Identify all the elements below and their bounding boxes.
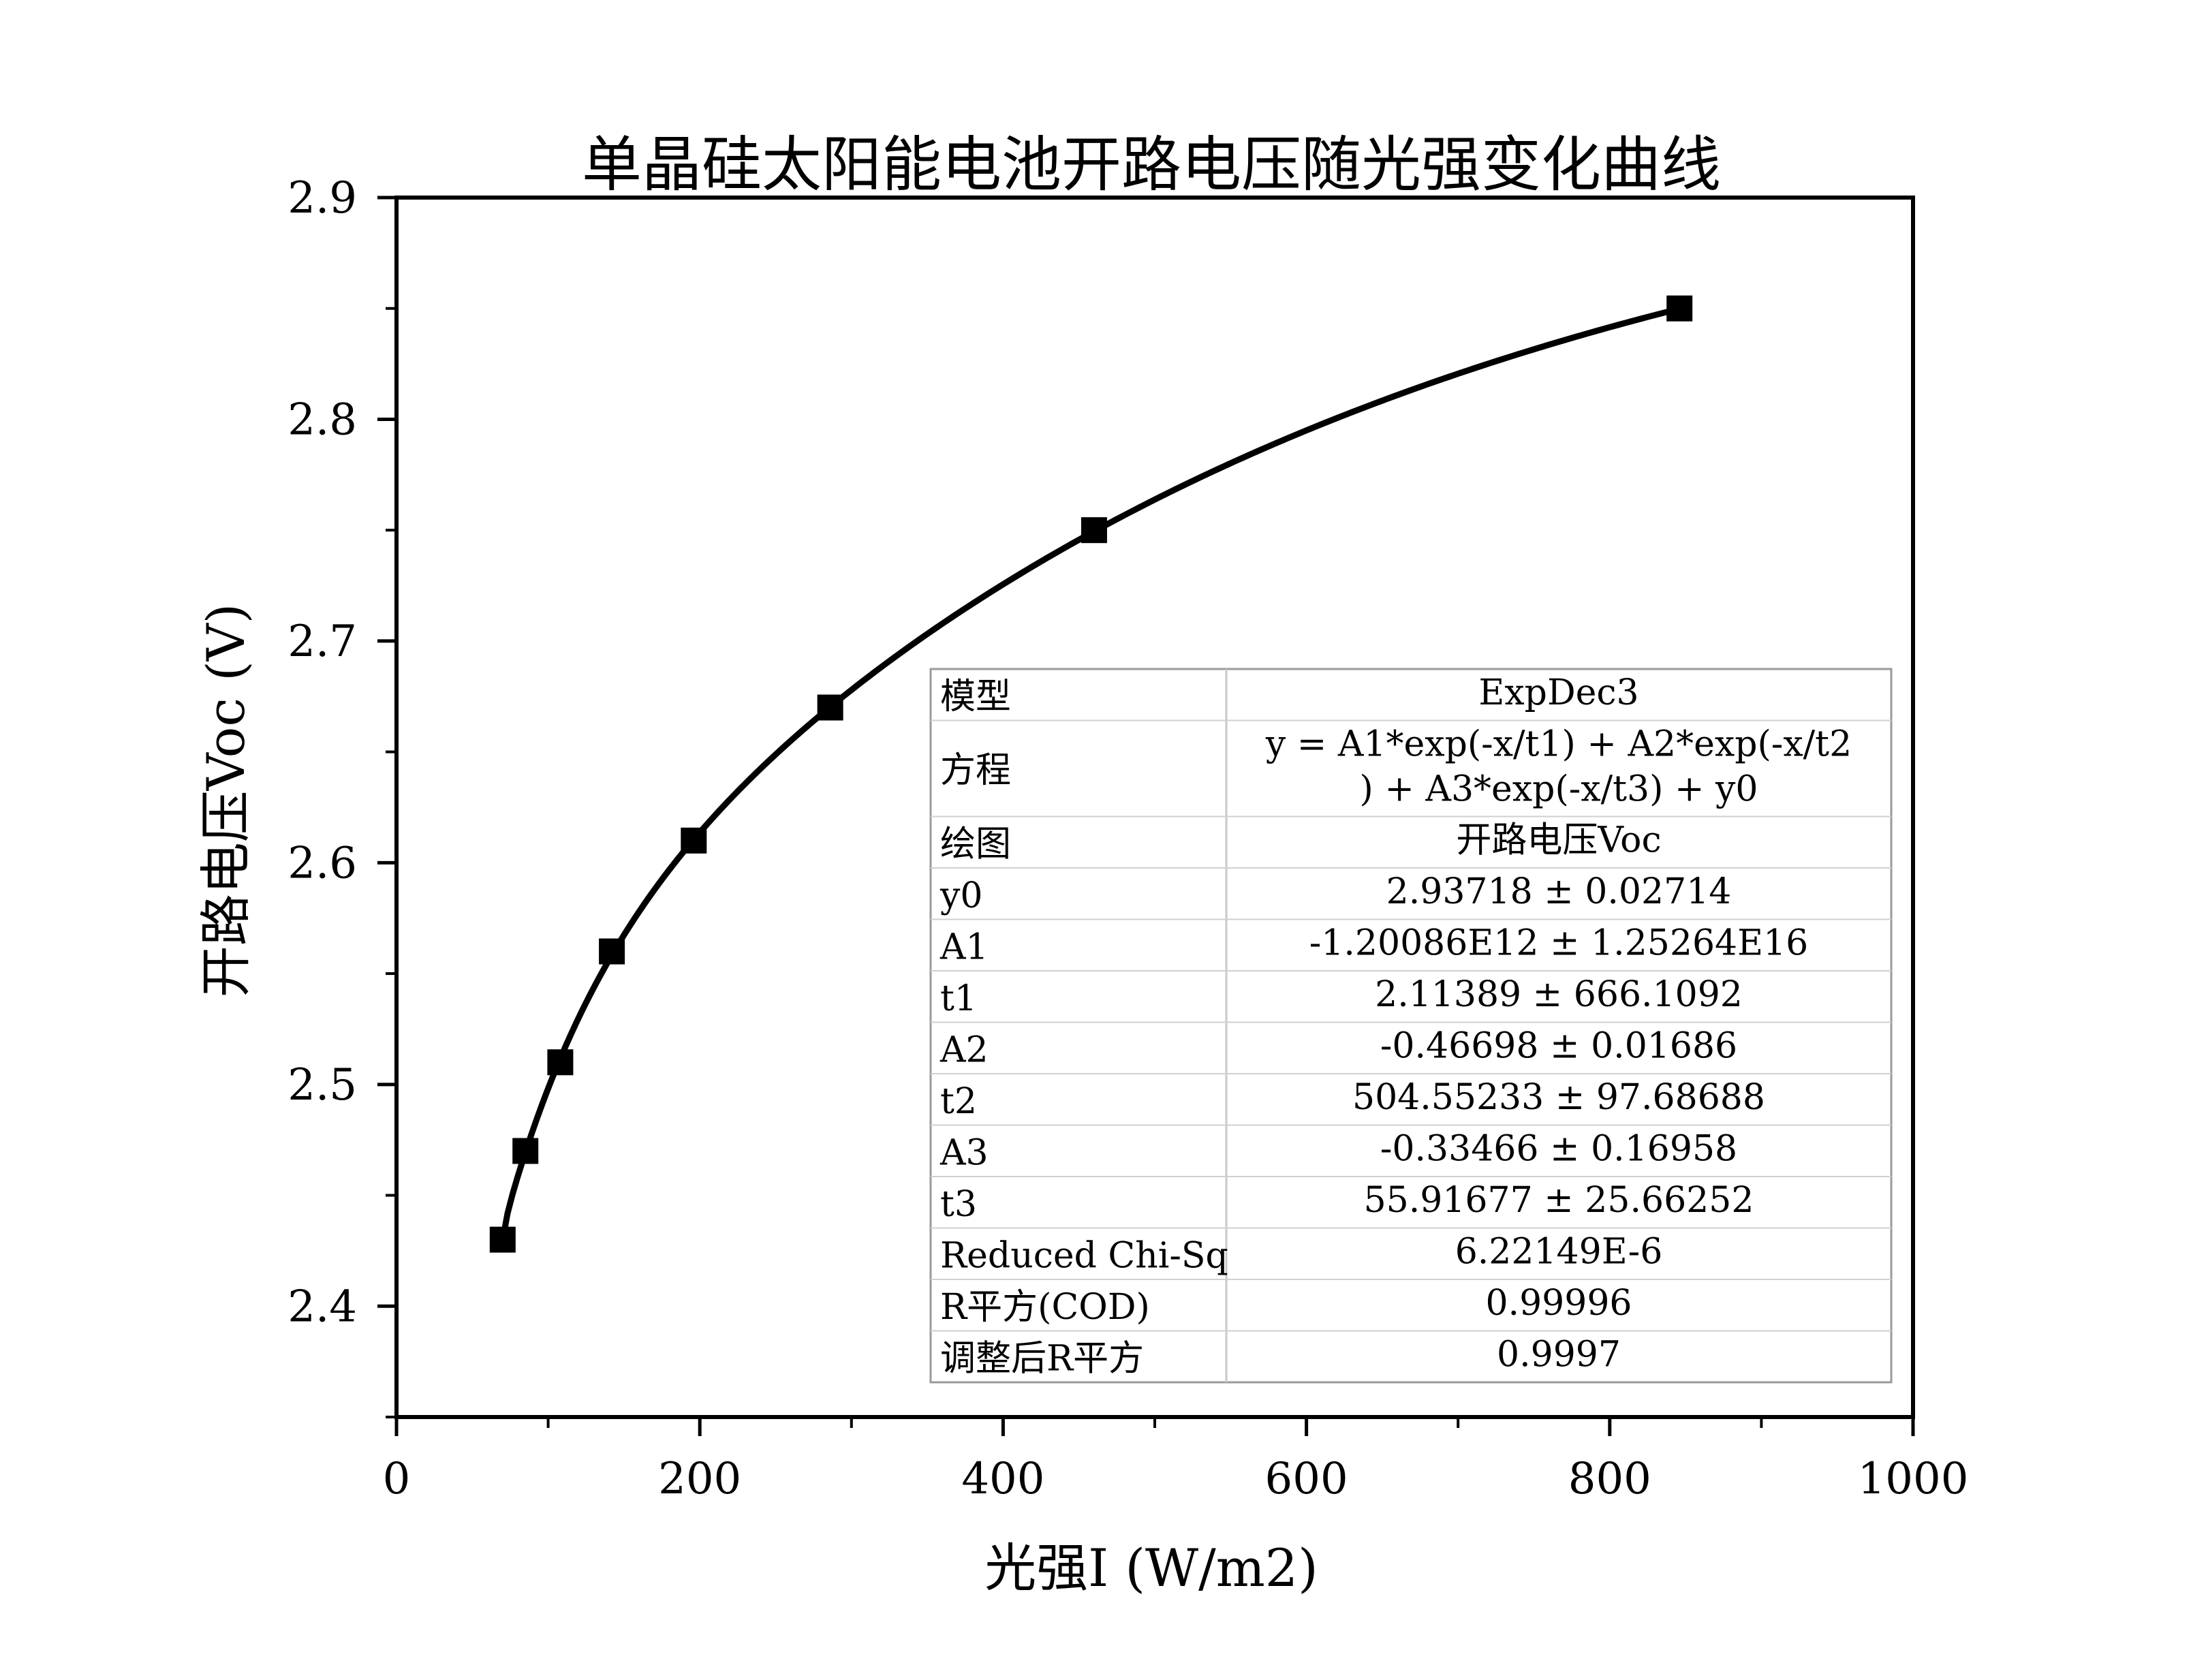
- fit-results-table: 模型 ExpDec3 方程 y = A1*exp(-x/t1) + A2*exp(-x…: [929, 668, 1893, 1384]
- data-point: [1666, 295, 1693, 322]
- chart-title: 单晶硅太阳能电池开路电压随光强变化曲线: [582, 129, 1721, 200]
- table-param-label: A1: [939, 927, 989, 967]
- data-point: [599, 938, 625, 965]
- data-point: [681, 827, 707, 854]
- x-tick-label: 1000: [1858, 1454, 1969, 1504]
- table-param-label: 绘图: [940, 824, 1011, 865]
- data-point: [489, 1226, 516, 1253]
- table-param-label: Reduced Chi-Sq: [940, 1235, 1228, 1276]
- x-tick-label: 800: [1568, 1454, 1651, 1504]
- table-param-value: 0.9997: [1497, 1334, 1621, 1375]
- plot-layer: 0 200 400 600 800 1000 2.4 2.5 2.6 2.7 2.8 2.9: [288, 173, 1968, 1504]
- table-param-label: R平方(COD): [940, 1287, 1150, 1328]
- y-axis-label: 开路电压Voc (V): [196, 604, 256, 998]
- table-param-value: 504.55233 ± 97.68688: [1352, 1077, 1765, 1118]
- data-point: [547, 1049, 574, 1076]
- table-param-value: y = A1*exp(-x/t1) + A2*exp(-x/t2: [1265, 724, 1852, 765]
- table-param-label: t3: [940, 1184, 977, 1225]
- table-param-value: 0.99996: [1485, 1283, 1632, 1324]
- x-tick-label: 400: [961, 1454, 1044, 1504]
- table-param-value: 2.11389 ± 666.1092: [1375, 974, 1743, 1015]
- table-param-value: ExpDec3: [1478, 672, 1638, 713]
- data-point: [1081, 517, 1107, 544]
- table-param-value: -1.20086E12 ± 1.25264E16: [1309, 922, 1809, 963]
- x-tick-label: 600: [1265, 1454, 1348, 1504]
- table-param-value: 2.93718 ± 0.02714: [1386, 871, 1732, 912]
- y-tick-label: 2.7: [288, 617, 357, 667]
- y-tick-label: 2.8: [288, 394, 357, 445]
- table-param-value: -0.46698 ± 0.01686: [1380, 1025, 1737, 1066]
- table-param-value: ) + A3*exp(-x/t3) + y0: [1360, 769, 1758, 810]
- x-tick-label: 200: [658, 1454, 741, 1504]
- data-point: [817, 694, 843, 721]
- x-tick-label: 0: [383, 1454, 411, 1504]
- data-point: [512, 1138, 539, 1164]
- table-param-value: 6.22149E-6: [1455, 1231, 1663, 1272]
- x-axis-label: 光强I (W/m2): [984, 1538, 1318, 1598]
- y-tick-label: 2.9: [288, 173, 357, 223]
- table-param-label: y0: [939, 875, 982, 916]
- table-param-label: 方程: [940, 750, 1011, 791]
- y-tick-label: 2.6: [288, 838, 357, 888]
- table-param-label: t1: [940, 978, 977, 1019]
- table-param-label: A2: [939, 1029, 989, 1070]
- table-frame: [929, 668, 1893, 1384]
- table-param-value: 55.91677 ± 25.66252: [1364, 1180, 1754, 1221]
- table-param-label: A3: [939, 1132, 989, 1173]
- table-param-value: -0.33466 ± 0.16958: [1380, 1128, 1737, 1169]
- table-param-value: 开路电压Voc: [1456, 820, 1661, 860]
- y-tick-label: 2.4: [288, 1281, 357, 1332]
- table-param-label: 调整后R平方: [940, 1338, 1144, 1379]
- y-tick-label: 2.5: [288, 1060, 357, 1110]
- table-param-label: t2: [940, 1081, 977, 1122]
- table-param-label: 模型: [940, 676, 1011, 717]
